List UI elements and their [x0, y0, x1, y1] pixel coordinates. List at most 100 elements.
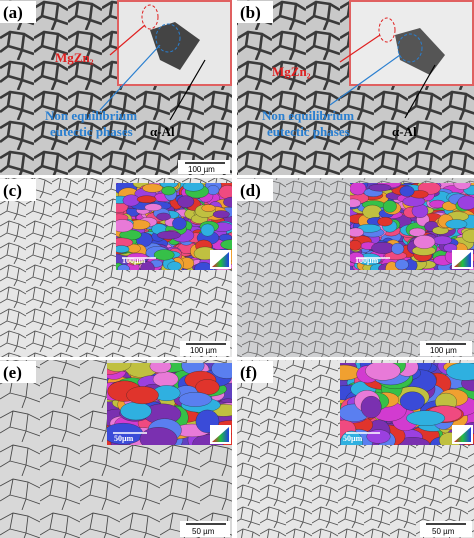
grain [126, 252, 148, 262]
annotation: Non equilibrium [262, 108, 354, 123]
inset-scale-label: 50µm [343, 434, 363, 443]
grain [454, 252, 471, 267]
label-bg [0, 179, 36, 201]
annotation: α-Al [150, 124, 175, 139]
grain [413, 235, 436, 249]
label-bg [237, 179, 273, 201]
ebsd-inset [350, 183, 474, 270]
label-bg [0, 361, 36, 383]
arrow [339, 34, 381, 63]
grain [362, 204, 383, 219]
grain [366, 429, 391, 444]
mark [155, 23, 181, 53]
mark [141, 4, 159, 30]
inset-scale-label: 100µm [355, 256, 379, 265]
panel-b: (b) MgZn₂ Non equilibrium eutectic phase… [237, 0, 474, 175]
grain [161, 186, 176, 196]
grain [350, 227, 364, 238]
panel-label: (f) [240, 363, 257, 382]
grain [457, 195, 474, 210]
grain [377, 216, 393, 227]
grain [218, 185, 232, 200]
scale-label: 100 µm [430, 346, 457, 355]
grain [368, 183, 392, 192]
panel-label: (c) [3, 181, 22, 200]
label-bg [0, 1, 36, 23]
grain [116, 245, 130, 253]
annotation: MgZn₂ [55, 50, 94, 65]
grain [120, 401, 152, 421]
scale-label: 100 µm [188, 165, 215, 174]
ebsd-inset [340, 363, 474, 445]
grain [454, 427, 471, 442]
annotation: MgZn₂ [272, 64, 311, 79]
grain [432, 235, 452, 245]
arrow [99, 44, 161, 111]
mark [397, 33, 423, 63]
panel-d: 100µm (d) 100 µm [237, 178, 474, 357]
grain [350, 240, 362, 251]
mark [378, 17, 396, 43]
grain [139, 427, 178, 445]
grain [152, 371, 179, 387]
panel-c: 100µm (c) 100 µm [0, 178, 232, 357]
grain [153, 249, 175, 261]
grain [461, 229, 474, 243]
panel-e: 50µm (e) 50 µm [0, 360, 232, 538]
grain [140, 261, 155, 270]
panel-label: (b) [240, 3, 261, 22]
grain [117, 264, 130, 270]
grain [350, 183, 367, 196]
grain [220, 239, 232, 250]
annotation: eutectic phases [50, 124, 133, 139]
annotation: Non equilibrium [45, 108, 137, 123]
grain [223, 196, 232, 208]
grain [350, 198, 361, 208]
inset-scale-label: 100µm [122, 256, 146, 265]
scale-label: 50 µm [432, 527, 455, 536]
eutectic [395, 28, 445, 75]
annotation: eutectic phases [267, 124, 350, 139]
panel-a: (a) MgZn₂ Non equilibrium eutectic phase… [0, 0, 232, 175]
label-bg [237, 1, 273, 23]
scale-label: 50 µm [192, 527, 215, 536]
arrow [169, 59, 206, 121]
grain [340, 430, 363, 445]
grain [126, 386, 159, 405]
eutectic [150, 22, 200, 70]
grain [172, 217, 187, 230]
grain [157, 230, 181, 240]
grain [399, 185, 415, 197]
grain [399, 391, 425, 411]
arrow [404, 64, 436, 119]
grain [122, 194, 140, 207]
grain [136, 195, 157, 204]
grain [211, 363, 232, 379]
annotation: α-Al [392, 124, 417, 139]
grain [453, 183, 472, 190]
grain [212, 252, 229, 267]
panel-label: (e) [3, 363, 22, 382]
grain [212, 427, 229, 442]
scale-bg [180, 521, 230, 537]
grain [149, 363, 172, 374]
grain [144, 203, 162, 212]
grain [142, 183, 163, 193]
arrow [329, 54, 401, 106]
ebsd-inset [116, 183, 232, 270]
arrow [109, 24, 146, 56]
grain [107, 363, 132, 372]
grain [446, 363, 474, 381]
grain [360, 396, 382, 419]
grain [395, 259, 409, 270]
panel-f: 50µm (f) 50 µm [237, 360, 474, 538]
scale-label: 100 µm [190, 346, 217, 355]
label-bg [237, 361, 273, 383]
grain [177, 195, 195, 208]
grain [182, 183, 204, 192]
grain [406, 410, 446, 426]
grain [445, 219, 468, 229]
panel-label: (d) [240, 181, 261, 200]
grain [382, 200, 397, 213]
